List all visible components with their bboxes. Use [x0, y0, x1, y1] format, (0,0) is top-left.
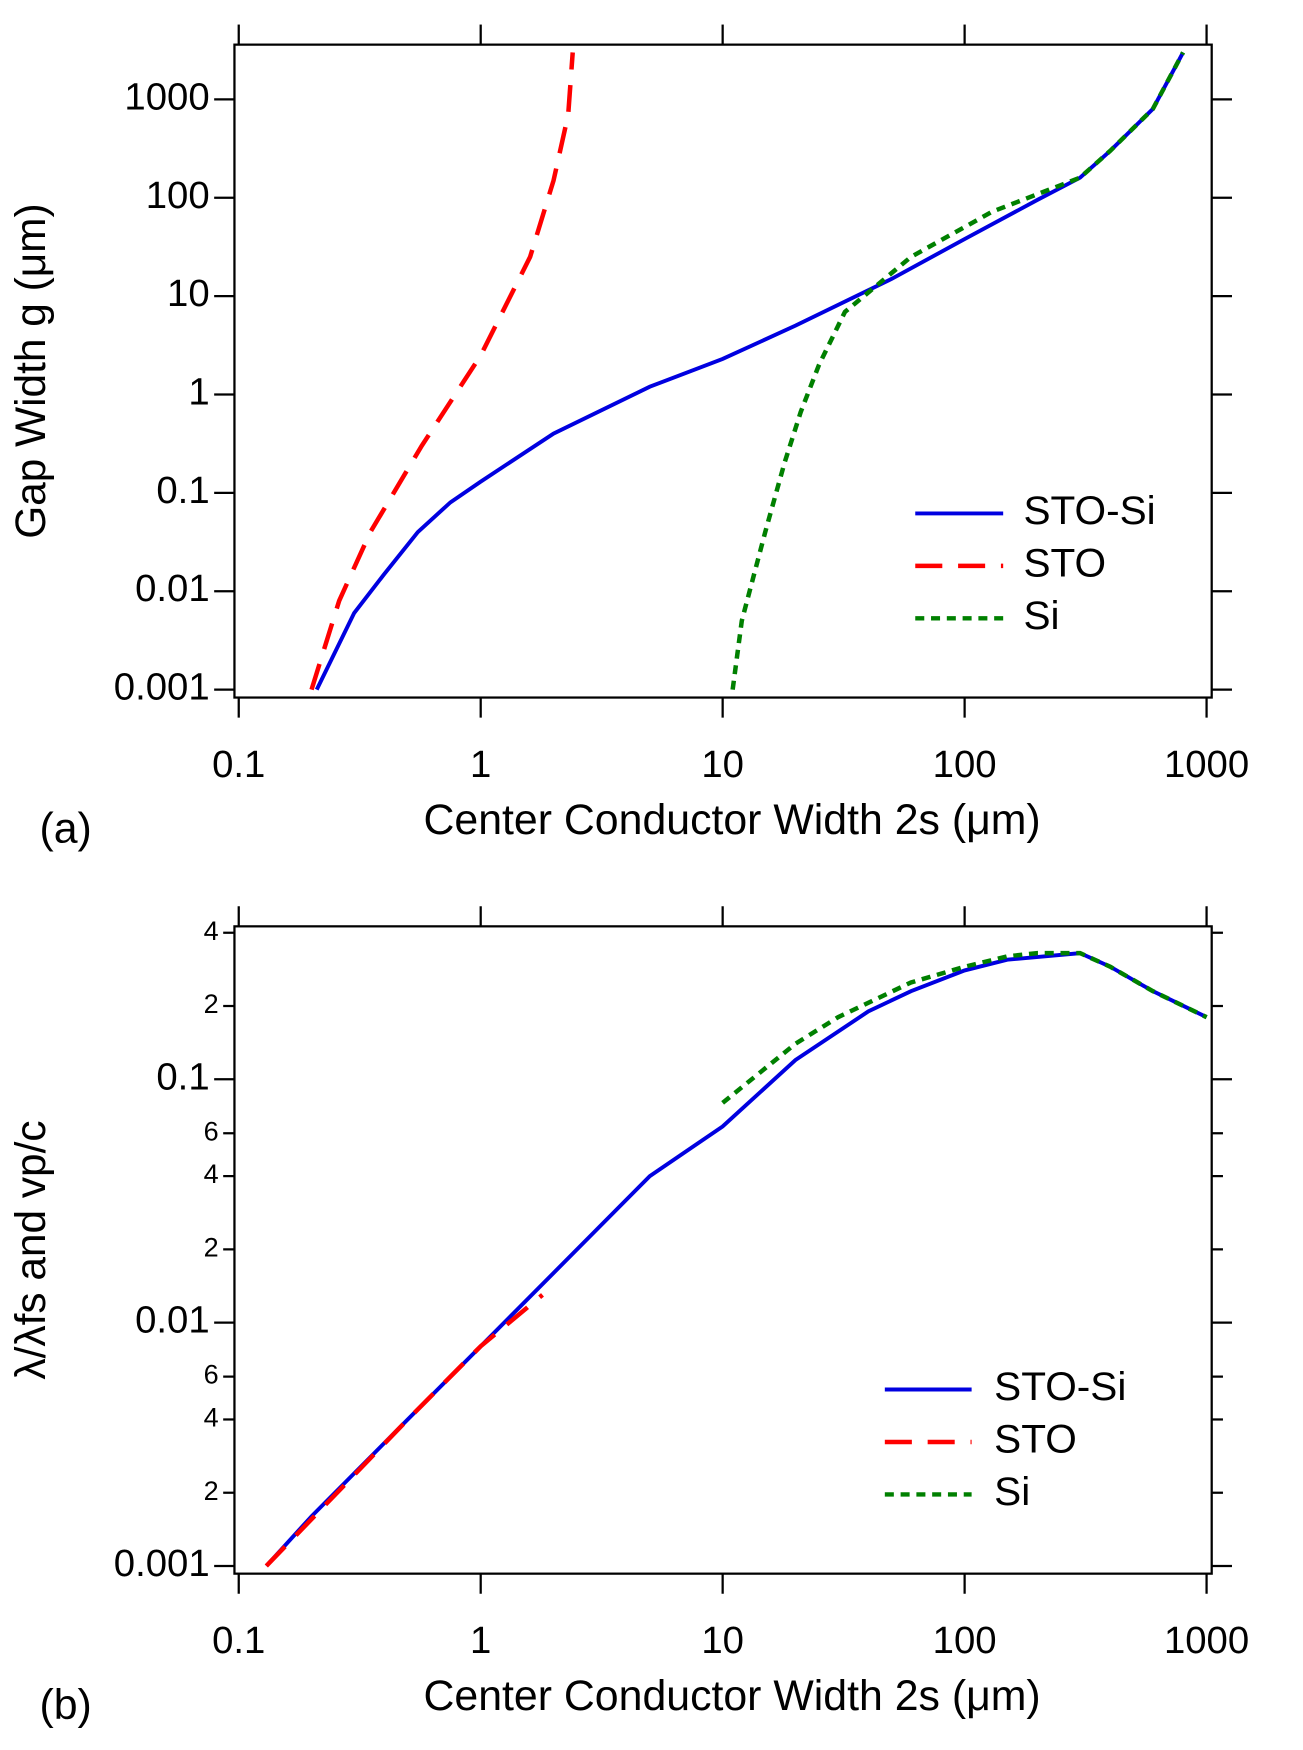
- y-tick-label: 0.1: [156, 1055, 209, 1098]
- y-axis-label: λ/λfs and vp/c: [7, 1120, 55, 1379]
- x-tick-label: 100: [933, 1619, 997, 1662]
- x-axis-label: Center Conductor Width 2s (μm): [423, 796, 1040, 844]
- series-line: [730, 51, 1186, 690]
- y-tick-label: 10: [167, 272, 210, 315]
- x-axis-label: Center Conductor Width 2s (μm): [423, 1672, 1040, 1720]
- plot-frame: [233, 925, 1213, 1575]
- y-tick-label: 1000: [124, 76, 209, 119]
- y-axis-label: Gap Width g (μm): [7, 203, 55, 538]
- x-tick-label: 1: [470, 1619, 491, 1662]
- series-line: [309, 52, 575, 691]
- y-tick-label: 6: [204, 1360, 219, 1390]
- y-tick-label: 2: [204, 989, 219, 1019]
- x-tick-label: 1000: [1164, 1619, 1249, 1662]
- y-tick-label: 0.001: [114, 1542, 210, 1585]
- legend-label: Si: [994, 1468, 1030, 1514]
- y-tick-label: 4: [204, 1403, 219, 1433]
- legend-label: STO: [994, 1416, 1077, 1462]
- x-tick-label: 0.1: [212, 1619, 265, 1662]
- y-tick-label: 4: [204, 916, 219, 946]
- series-line: [264, 951, 1208, 1568]
- y-tick-label: 1: [188, 371, 209, 414]
- y-tick-label: 4: [204, 1159, 219, 1189]
- y-tick-label: 6: [204, 1116, 219, 1146]
- y-tick-label: 0.01: [135, 567, 210, 610]
- legend-label: STO: [1023, 540, 1106, 586]
- x-tick-label: 10: [701, 743, 744, 786]
- x-tick-label: 1000: [1164, 743, 1249, 786]
- x-tick-label: 100: [933, 743, 997, 786]
- y-tick-label: 2: [204, 1476, 219, 1506]
- y-tick-label: 2: [204, 1233, 219, 1263]
- x-tick-label: 0.1: [212, 743, 265, 786]
- y-tick-label: 0.1: [156, 469, 209, 512]
- x-tick-label: 1: [470, 743, 491, 786]
- legend-label: STO-Si: [1023, 487, 1155, 533]
- series-line: [264, 1293, 544, 1568]
- panel-label: (a): [39, 805, 91, 853]
- panel-label: (b): [39, 1681, 91, 1729]
- x-tick-label: 10: [701, 1619, 744, 1662]
- y-tick-label: 100: [146, 174, 210, 217]
- legend-label: STO-Si: [994, 1363, 1126, 1409]
- y-tick-label: 0.001: [114, 666, 210, 709]
- legend-label: Si: [1023, 592, 1059, 638]
- plot-frame: [233, 43, 1213, 699]
- y-tick-label: 0.01: [135, 1299, 210, 1342]
- series-line: [721, 950, 1208, 1105]
